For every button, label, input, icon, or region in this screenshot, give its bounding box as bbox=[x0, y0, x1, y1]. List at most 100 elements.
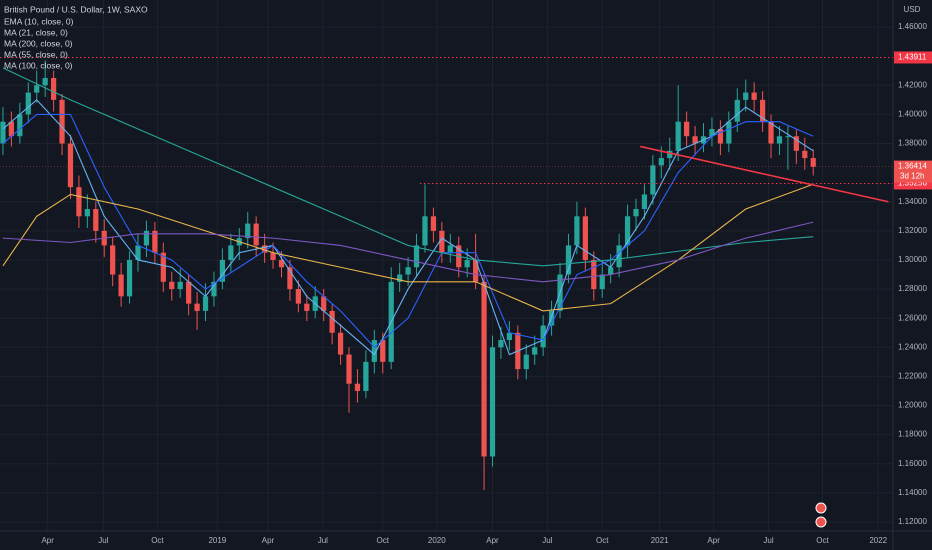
countdown-label: 3d 12h bbox=[900, 172, 924, 181]
y-tick-label: 1.46000 bbox=[898, 22, 927, 31]
x-tick-label: Apr bbox=[41, 536, 54, 545]
candle-body bbox=[169, 281, 175, 290]
candle-body bbox=[802, 150, 808, 159]
x-tick-label: Apr bbox=[262, 536, 275, 545]
candle-body bbox=[751, 92, 757, 100]
current-price-bg bbox=[894, 160, 932, 183]
axes: 1.46000 1.42000 1.40000 1.38000 1.34000 1.320… bbox=[41, 22, 932, 545]
x-tick-label: Oct bbox=[377, 536, 390, 545]
candle-body bbox=[354, 383, 361, 391]
moving-average-line bbox=[2, 221, 814, 283]
x-tick-label: 2019 bbox=[208, 536, 226, 545]
y-tick-label: 1.22000 bbox=[898, 372, 927, 381]
candle-body bbox=[270, 252, 276, 260]
candle-body bbox=[650, 165, 656, 195]
candle-body bbox=[793, 136, 799, 151]
candle-body bbox=[34, 85, 40, 93]
candle-body bbox=[759, 99, 766, 122]
candle-body bbox=[363, 361, 369, 391]
candle-body bbox=[684, 121, 690, 137]
moving-average-line bbox=[2, 99, 814, 356]
candle-body bbox=[194, 303, 200, 311]
candle-body bbox=[481, 281, 487, 457]
candle-body bbox=[591, 259, 597, 290]
candle-body bbox=[76, 187, 82, 217]
x-tick-label: Jul bbox=[98, 536, 108, 545]
x-tick-label: Apr bbox=[486, 536, 499, 545]
candle-body bbox=[17, 114, 23, 137]
candle-body bbox=[540, 325, 546, 348]
y-tick-label: 1.30000 bbox=[898, 255, 927, 264]
candle-body bbox=[498, 340, 504, 348]
candle-body bbox=[776, 136, 783, 144]
x-tick-label: 2020 bbox=[428, 536, 446, 545]
candle-body bbox=[810, 158, 816, 167]
candle-body bbox=[608, 267, 614, 275]
x-tick-label: Jul bbox=[542, 536, 552, 545]
candle-body bbox=[616, 245, 622, 268]
candle-body bbox=[202, 296, 209, 311]
candle-body bbox=[0, 121, 6, 144]
x-tick-label: 2021 bbox=[651, 536, 669, 545]
x-tick-label: 2022 bbox=[869, 536, 887, 545]
candle-body bbox=[50, 78, 57, 100]
candle-body bbox=[624, 216, 631, 246]
candle-body bbox=[785, 136, 791, 138]
candle-body bbox=[413, 245, 420, 268]
legend-entry: EMA (10, close, 0) bbox=[4, 16, 74, 26]
candle-body bbox=[59, 99, 65, 144]
candle-body bbox=[346, 354, 352, 384]
y-tick-label: 1.14000 bbox=[898, 488, 927, 497]
candle-body bbox=[599, 274, 605, 290]
event-icon[interactable] bbox=[815, 502, 827, 514]
y-tick-label: 1.26000 bbox=[898, 313, 927, 322]
candle-body bbox=[380, 340, 386, 362]
candle-body bbox=[633, 209, 639, 217]
candle-body bbox=[321, 296, 327, 311]
candle-body bbox=[473, 259, 479, 282]
candle-body bbox=[692, 136, 698, 144]
y-tick-label: 1.12000 bbox=[898, 517, 927, 526]
candle-body bbox=[464, 259, 470, 268]
candle-body bbox=[287, 267, 293, 290]
x-tick-label: Oct bbox=[816, 536, 829, 545]
candle-body bbox=[371, 340, 377, 362]
y-tick-label: 1.16000 bbox=[898, 459, 927, 468]
legend: British Pound / U.S. Dollar, 1W, SAXO EM… bbox=[4, 4, 148, 70]
candle-body bbox=[160, 252, 166, 282]
candle-body bbox=[84, 209, 90, 217]
candle-body bbox=[734, 99, 740, 122]
level-label-bg bbox=[894, 51, 932, 64]
candle-body bbox=[506, 332, 512, 341]
candle-body bbox=[337, 332, 344, 355]
candle-body bbox=[574, 216, 580, 246]
candle-body bbox=[8, 121, 15, 137]
candle-body bbox=[261, 245, 268, 253]
moving-average-line bbox=[2, 113, 814, 349]
candle-body bbox=[219, 259, 226, 282]
y-tick-label: 1.38000 bbox=[898, 139, 927, 148]
y-tick-label: 1.34000 bbox=[898, 197, 927, 206]
candle-body bbox=[397, 274, 403, 282]
moving-average-line bbox=[2, 67, 814, 267]
x-tick-label: Oct bbox=[596, 536, 609, 545]
candle-body bbox=[295, 289, 301, 304]
candle-body bbox=[245, 223, 251, 239]
candle-body bbox=[532, 347, 538, 355]
y-tick-label: 1.42000 bbox=[898, 80, 927, 89]
candle-body bbox=[253, 223, 259, 246]
candle-body bbox=[717, 128, 724, 144]
candle-body bbox=[126, 259, 133, 297]
candle-body bbox=[110, 245, 116, 275]
candle-body bbox=[667, 150, 673, 159]
legend-entry: MA (21, close, 0) bbox=[4, 27, 68, 37]
x-tick-label: Jul bbox=[318, 536, 328, 545]
candle-body bbox=[42, 78, 48, 86]
candle-body bbox=[641, 194, 648, 210]
candle-body bbox=[439, 230, 445, 253]
y-tick-label: 1.24000 bbox=[898, 342, 927, 351]
candle-body bbox=[422, 216, 428, 246]
event-icon[interactable] bbox=[815, 516, 827, 528]
